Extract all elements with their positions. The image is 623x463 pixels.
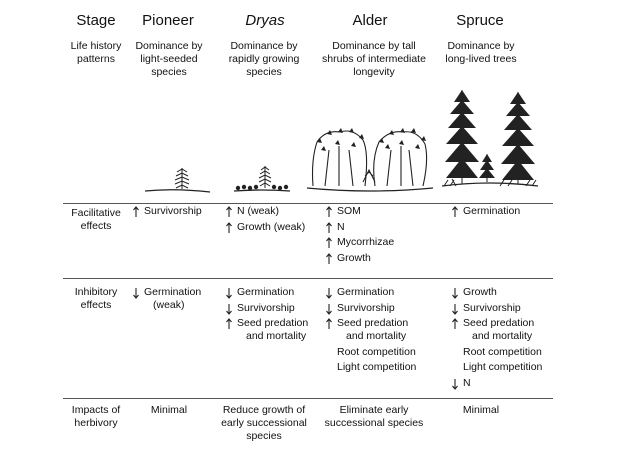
life-history-dryas: Dominance by rapidly growing species	[228, 40, 300, 78]
arrow-down-icon	[452, 378, 458, 390]
arrow-down-icon	[226, 287, 232, 299]
effect-item-continuation: and mortality	[472, 330, 533, 342]
arrow-down-icon	[326, 287, 332, 299]
effect-item: Germination	[237, 286, 295, 298]
alder-shrub-illustration	[306, 128, 434, 192]
row-label-life-history: Life history patterns	[70, 40, 122, 65]
herbivory-alder: Eliminate early successional species	[324, 404, 424, 429]
header-pioneer: Pioneer	[142, 12, 194, 29]
header-spruce: Spruce	[456, 12, 504, 29]
effect-item: Seed predation	[237, 317, 309, 329]
header-stage: Stage	[76, 12, 116, 29]
arrow-up-icon	[326, 237, 332, 249]
arrow-up-icon	[326, 221, 332, 234]
arrow-up-icon	[133, 206, 139, 218]
effect-item: Growth	[337, 251, 371, 264]
arrow-down-icon	[452, 287, 458, 299]
spruce-trees-illustration	[441, 90, 539, 187]
effect-item: Survivorship	[237, 301, 295, 314]
effect-item: Survivorship	[463, 301, 521, 314]
effect-item: N	[337, 220, 345, 233]
arrow-up-icon	[452, 318, 458, 330]
herbivory-spruce: Minimal	[462, 404, 500, 416]
effect-item: Seed predation	[337, 317, 409, 329]
effect-item: Light competition	[463, 361, 543, 373]
arrow-down-icon	[326, 303, 332, 315]
arrow-up-icon	[326, 206, 332, 218]
effect-item-continuation: and mortality	[346, 330, 407, 342]
effect-item: Survivorship	[144, 205, 202, 217]
header-alder: Alder	[352, 12, 388, 29]
dryas-mat-illustration	[233, 166, 291, 192]
effect-item-continuation: (weak)	[153, 299, 185, 311]
row-label-facilitative: Facilitative effects	[71, 207, 121, 232]
herbivory-pioneer: Minimal	[150, 404, 188, 416]
row-label-herbivory: Impacts of herbivory	[71, 404, 121, 429]
effect-item: Light competition	[337, 361, 417, 373]
effect-item: Germination	[463, 205, 521, 217]
effect-item: Survivorship	[337, 301, 395, 314]
arrow-up-icon	[226, 206, 232, 218]
row-divider	[63, 203, 553, 204]
effect-item: Mycorrhizae	[337, 236, 395, 248]
arrow-down-icon	[452, 303, 458, 315]
effect-item: Seed predation	[463, 317, 535, 329]
effect-item: Growth (weak)	[237, 220, 306, 233]
pioneer-seedling-illustration	[144, 168, 211, 193]
life-history-alder: Dominance by tall shrubs of intermediate…	[322, 40, 426, 78]
arrow-up-icon	[226, 221, 232, 234]
effect-item: Germination	[144, 286, 202, 298]
herbivory-dryas: Reduce growth of early successional spec…	[221, 404, 307, 442]
row-divider	[63, 278, 553, 279]
effect-item-continuation: and mortality	[246, 330, 307, 342]
effect-item: N (weak)	[237, 205, 280, 217]
row-label-inhibitory: Inhibitory effects	[74, 286, 118, 311]
arrow-up-icon	[326, 252, 332, 265]
effect-item: N	[463, 376, 471, 389]
arrow-up-icon	[326, 318, 332, 330]
header-dryas: Dryas	[245, 12, 285, 29]
arrow-up-icon	[226, 318, 232, 330]
life-history-spruce: Dominance by long-lived trees	[445, 40, 517, 65]
effect-item: Root competition	[337, 345, 416, 358]
arrow-up-icon	[452, 206, 458, 218]
effect-item: SOM	[337, 205, 361, 217]
effect-item: Germination	[337, 286, 395, 298]
effect-item: Root competition	[463, 345, 542, 358]
life-history-pioneer: Dominance by light-seeded species	[135, 40, 203, 78]
effect-item: Growth	[463, 286, 497, 298]
arrow-down-icon	[133, 287, 139, 299]
arrow-down-icon	[226, 303, 232, 315]
row-divider	[63, 398, 553, 399]
